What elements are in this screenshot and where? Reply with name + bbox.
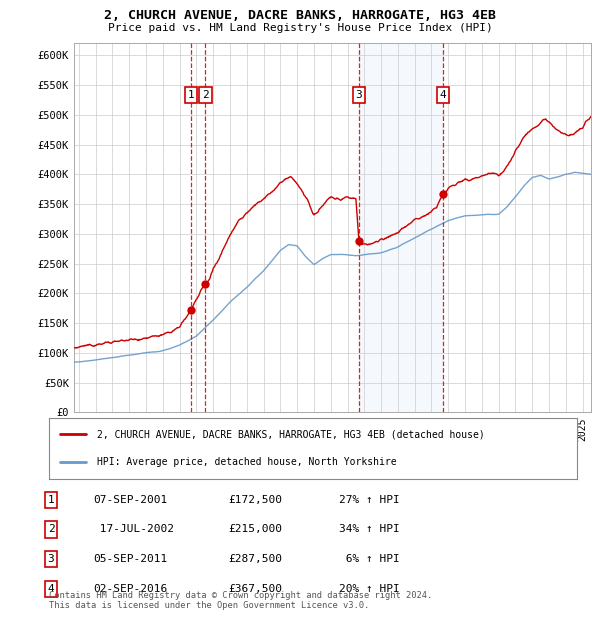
Text: 27% ↑ HPI: 27% ↑ HPI [339, 495, 400, 505]
Text: 2: 2 [47, 525, 55, 534]
Text: 4: 4 [440, 90, 446, 100]
Text: Price paid vs. HM Land Registry's House Price Index (HPI): Price paid vs. HM Land Registry's House … [107, 23, 493, 33]
Text: HPI: Average price, detached house, North Yorkshire: HPI: Average price, detached house, Nort… [97, 457, 397, 467]
Text: £172,500: £172,500 [228, 495, 282, 505]
Bar [359, 43, 443, 412]
Text: 4: 4 [47, 584, 55, 594]
Text: 2, CHURCH AVENUE, DACRE BANKS, HARROGATE, HG3 4EB: 2, CHURCH AVENUE, DACRE BANKS, HARROGATE… [104, 9, 496, 22]
Text: 3: 3 [47, 554, 55, 564]
Text: 2, CHURCH AVENUE, DACRE BANKS, HARROGATE, HG3 4EB (detached house): 2, CHURCH AVENUE, DACRE BANKS, HARROGATE… [97, 429, 484, 440]
Text: 02-SEP-2016: 02-SEP-2016 [93, 584, 167, 594]
Text: Contains HM Land Registry data © Crown copyright and database right 2024.: Contains HM Land Registry data © Crown c… [49, 591, 433, 601]
Text: £367,500: £367,500 [228, 584, 282, 594]
Text: £215,000: £215,000 [228, 525, 282, 534]
Text: £287,500: £287,500 [228, 554, 282, 564]
Text: 2: 2 [202, 90, 209, 100]
Text: 07-SEP-2001: 07-SEP-2001 [93, 495, 167, 505]
Text: 1: 1 [47, 495, 55, 505]
Text: 05-SEP-2011: 05-SEP-2011 [93, 554, 167, 564]
Text: 34% ↑ HPI: 34% ↑ HPI [339, 525, 400, 534]
Text: 17-JUL-2002: 17-JUL-2002 [93, 525, 174, 534]
Text: 3: 3 [356, 90, 362, 100]
Text: 6% ↑ HPI: 6% ↑ HPI [339, 554, 400, 564]
Text: 20% ↑ HPI: 20% ↑ HPI [339, 584, 400, 594]
Text: 1: 1 [188, 90, 194, 100]
Text: This data is licensed under the Open Government Licence v3.0.: This data is licensed under the Open Gov… [49, 601, 370, 611]
